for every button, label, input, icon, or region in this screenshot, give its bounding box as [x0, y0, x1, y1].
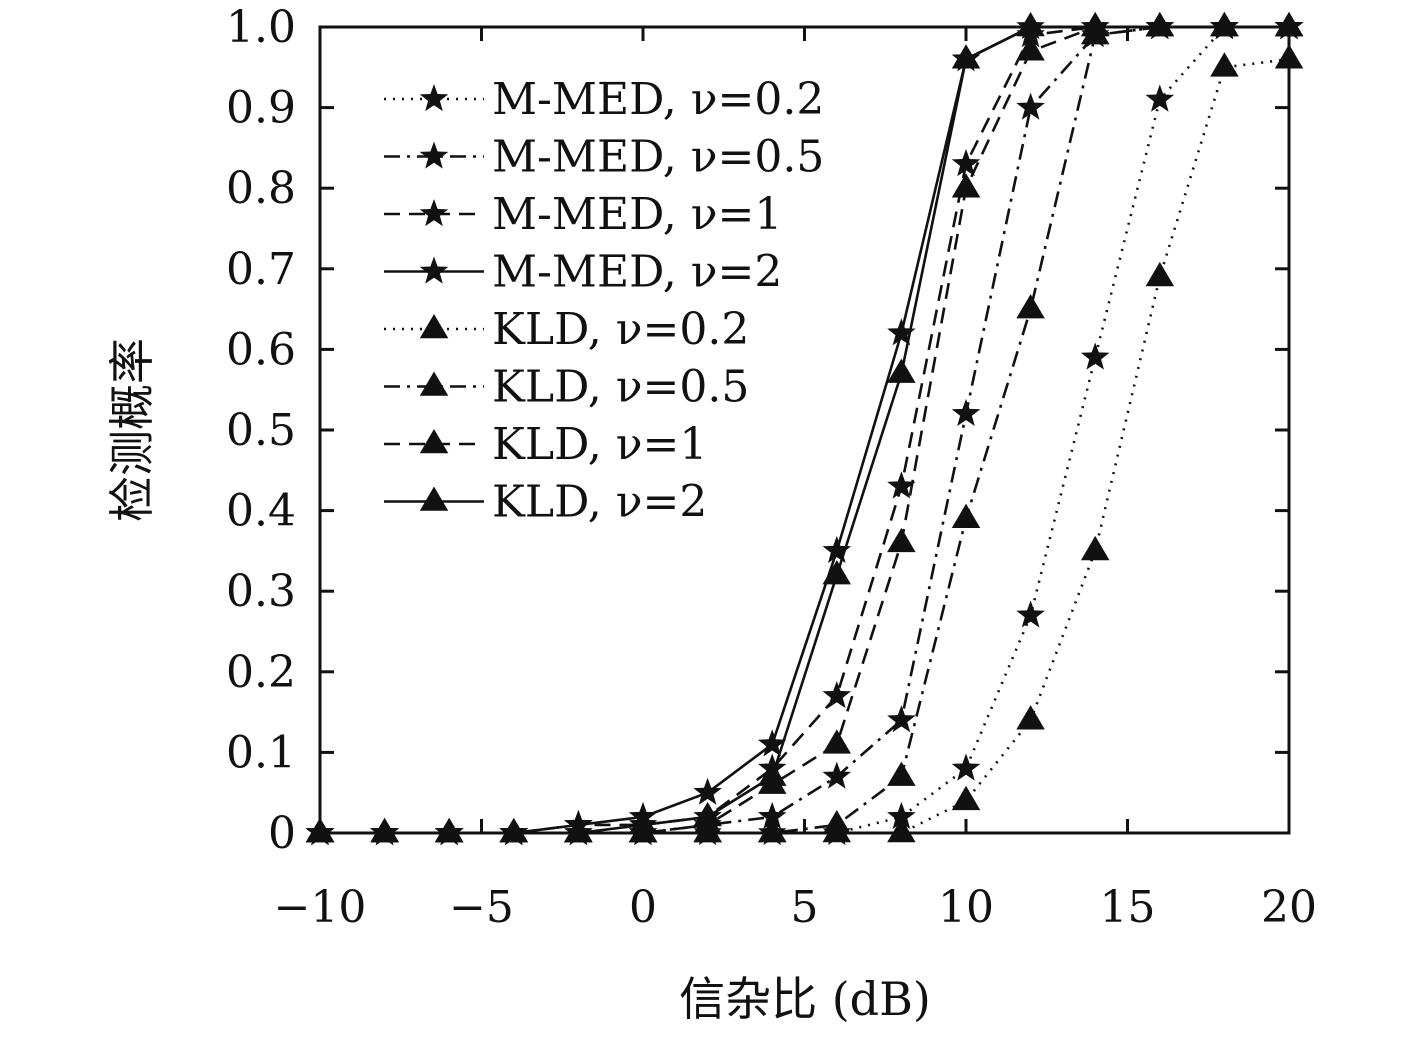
legend-marker	[419, 84, 449, 112]
x-tick-label: 10	[938, 882, 994, 933]
data-point	[822, 729, 851, 754]
data-point	[1145, 261, 1175, 287]
y-tick-label: 0.7	[226, 244, 296, 295]
data-point	[887, 761, 916, 786]
legend-entry: M-MED, ν=0.5	[384, 132, 824, 183]
y-tick-label: 0.8	[226, 163, 296, 214]
legend-marker	[419, 486, 449, 511]
data-point	[1081, 12, 1110, 37]
x-axis-title: 信杂比 (dB)	[679, 972, 931, 1026]
data-point	[1016, 294, 1045, 319]
data-point	[951, 149, 981, 177]
data-point	[951, 785, 981, 811]
data-point	[887, 818, 916, 843]
data-point	[822, 681, 852, 709]
axis-ticks: 0 0.1 0.2 0.3 0.4 0.5 0.6 0.7 0.8 0.9 1.0 −10 −5 0 5 10…	[226, 2, 1317, 933]
data-point	[951, 173, 981, 198]
data-point	[434, 818, 464, 843]
data-point	[757, 729, 787, 757]
data-point	[1274, 44, 1304, 69]
data-point	[951, 753, 981, 781]
data-point	[1145, 12, 1175, 37]
data-point	[1016, 705, 1045, 730]
legend-entry: KLD, ν=2	[384, 477, 707, 528]
data-point	[951, 44, 981, 69]
legend-entry: KLD, ν=0.5	[384, 362, 749, 413]
x-tick-label: 20	[1261, 882, 1317, 933]
data-point	[1080, 342, 1110, 370]
x-tick-label: 15	[1100, 882, 1156, 933]
data-point	[693, 801, 722, 827]
data-point	[1016, 36, 1045, 61]
data-point	[757, 801, 787, 829]
data-point	[1210, 52, 1239, 77]
legend-marker	[419, 256, 449, 284]
legend-entry: M-MED, ν=1	[384, 189, 782, 240]
x-tick-label: −10	[274, 882, 367, 933]
y-axis-title: 检测概率	[105, 338, 159, 522]
legend-label: KLD, ν=0.2	[492, 304, 749, 355]
legend-marker	[419, 314, 449, 339]
data-point	[1274, 12, 1304, 37]
x-tick-label: −5	[449, 882, 514, 933]
data-point	[887, 705, 916, 733]
legend: M-MED, ν=0.2 M-MED, ν=0.5 M-MED, ν=1 M-MED,…	[384, 74, 824, 528]
legend-label: M-MED, ν=0.5	[492, 132, 824, 183]
legend-label: M-MED, ν=1	[492, 189, 782, 240]
data-point	[887, 471, 916, 499]
y-tick-label: 0.4	[226, 486, 296, 537]
data-point	[1016, 92, 1045, 120]
legend-label: M-MED, ν=2	[492, 247, 782, 298]
legend-entry: KLD, ν=1	[384, 419, 707, 470]
x-tick-label: 5	[791, 882, 819, 933]
data-point	[758, 761, 787, 786]
legend-marker	[419, 429, 449, 454]
legend-label: KLD, ν=0.5	[492, 362, 749, 413]
data-point	[887, 318, 916, 346]
data-point	[951, 503, 981, 528]
data-point	[822, 761, 852, 789]
x-tick-label: 0	[629, 882, 657, 933]
legend-label: M-MED, ν=0.2	[492, 74, 824, 125]
legend-marker	[419, 199, 449, 227]
y-tick-label: 0.6	[226, 324, 296, 375]
data-point	[822, 535, 852, 563]
data-point	[564, 818, 593, 843]
data-point	[370, 818, 399, 843]
data-point	[499, 818, 528, 843]
legend-marker	[419, 141, 449, 169]
legend-entry: M-MED, ν=0.2	[384, 74, 824, 125]
legend-entry: KLD, ν=0.2	[384, 304, 749, 355]
data-point	[887, 358, 916, 383]
data-point	[693, 777, 722, 805]
y-tick-label: 0	[268, 808, 296, 859]
data-point	[758, 818, 787, 843]
data-point	[1210, 12, 1239, 37]
legend-label: KLD, ν=2	[492, 477, 707, 528]
y-tick-label: 0.9	[226, 83, 296, 134]
data-point	[1016, 600, 1045, 628]
data-point	[822, 560, 851, 585]
data-point	[1081, 535, 1110, 561]
legend-label: KLD, ν=1	[492, 419, 707, 470]
legend-marker	[419, 371, 449, 396]
y-tick-label: 0.3	[226, 566, 296, 617]
y-tick-label: 1.0	[226, 2, 296, 53]
data-point	[1145, 84, 1175, 112]
data-point	[887, 801, 916, 829]
y-tick-label: 0.2	[226, 647, 296, 698]
data-point	[1016, 12, 1045, 37]
legend-entry: M-MED, ν=2	[384, 247, 782, 298]
y-tick-label: 0.5	[226, 405, 296, 456]
data-point	[951, 398, 981, 426]
data-point	[887, 527, 916, 553]
data-point	[822, 809, 851, 835]
y-tick-label: 0.1	[226, 727, 296, 778]
